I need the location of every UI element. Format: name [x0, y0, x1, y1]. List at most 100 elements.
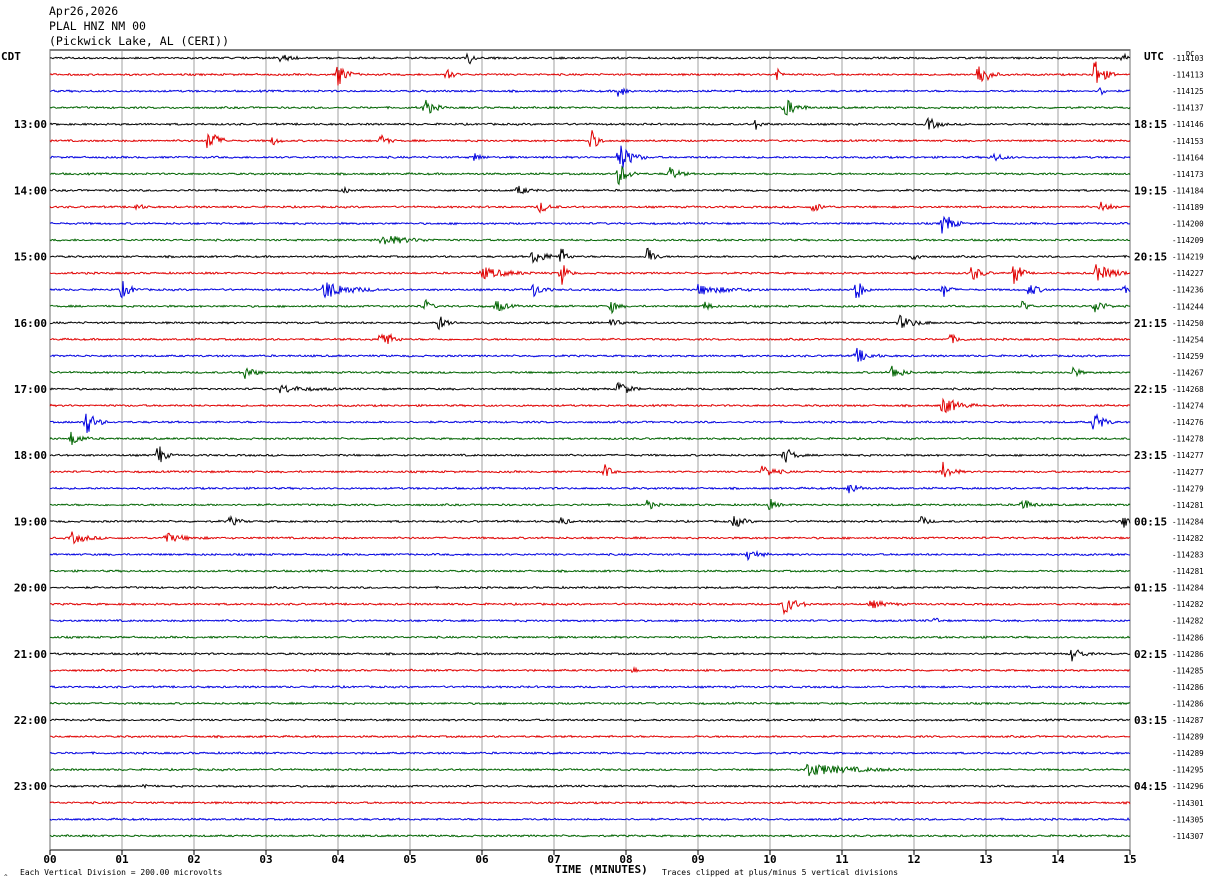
trace-group: [49, 52, 1131, 838]
seismic-trace: [49, 116, 1131, 130]
x-tick-label: 00: [43, 853, 56, 866]
dc-offset-label: -114279: [1172, 484, 1204, 493]
seismic-trace: [49, 515, 1131, 528]
dc-offset-label: -114173: [1172, 170, 1204, 179]
x-tick-label: 05: [403, 853, 416, 866]
left-time-label: 22:00: [14, 714, 47, 727]
dc-offset-label: -114286: [1172, 633, 1204, 642]
dc-offset-label: -114267: [1172, 368, 1204, 377]
right-time-label: 21:15: [1134, 317, 1167, 330]
x-tick-label: 15: [1123, 853, 1136, 866]
dc-label: DC: [1186, 50, 1194, 58]
seismic-trace: [49, 185, 1130, 195]
right-time-label: 18:15: [1134, 118, 1167, 131]
right-time-label: 22:15: [1134, 383, 1167, 396]
seismic-trace: [49, 61, 1131, 86]
seismic-trace: [49, 431, 1131, 446]
grid: [49, 49, 1131, 851]
left-time-label: 15:00: [14, 251, 47, 264]
x-tick-label: 08: [619, 853, 632, 866]
seismic-trace: [49, 498, 1131, 511]
seismic-trace: [49, 531, 1131, 545]
dc-offset-label: -114113: [1172, 71, 1204, 80]
seismic-trace: [49, 783, 1131, 789]
dc-offset-label: -114277: [1172, 468, 1204, 477]
seismic-trace: [49, 201, 1131, 214]
x-tick-label: 07: [547, 853, 560, 866]
dc-offset-label: -114274: [1172, 402, 1204, 411]
x-tick-label: 12: [907, 853, 920, 866]
right-timezone-label: UTC: [1144, 50, 1164, 63]
seismic-trace: [49, 314, 1131, 331]
dc-offset-label: -114189: [1172, 203, 1204, 212]
left-time-label: 14:00: [14, 184, 47, 197]
right-time-label: 19:15: [1134, 184, 1167, 197]
dc-offset-label: -114200: [1172, 220, 1204, 229]
dc-offset-label: -114146: [1172, 120, 1204, 129]
seismic-trace: [49, 332, 1131, 345]
dc-offset-label: -114301: [1172, 799, 1204, 808]
seismic-trace: [50, 718, 1131, 722]
seismic-trace: [49, 281, 1131, 299]
x-tick-label: 13: [979, 853, 992, 866]
left-time-label: 13:00: [14, 118, 47, 131]
dc-offset-label: -114153: [1172, 137, 1204, 146]
seismic-trace: [49, 800, 1131, 805]
dc-offset-label: -114286: [1172, 650, 1204, 659]
right-time-label: 04:15: [1134, 780, 1167, 793]
left-time-label: 23:00: [14, 780, 47, 793]
dc-offset-label: -114227: [1172, 269, 1204, 278]
left-time-label: 21:00: [14, 648, 47, 661]
dc-offset-label: -114164: [1172, 153, 1204, 162]
dc-offset-label: -114244: [1172, 302, 1204, 311]
right-time-label: 23:15: [1134, 449, 1167, 462]
seismic-trace: [49, 397, 1131, 414]
dc-offset-label: -114276: [1172, 418, 1204, 427]
scale-marker-icon: ^: [4, 874, 8, 881]
seismic-trace: [49, 701, 1131, 706]
dc-offset-label: -114283: [1172, 551, 1204, 560]
seismic-trace: [49, 87, 1131, 97]
x-tick-label: 06: [475, 853, 489, 866]
dc-offset-label: -114278: [1172, 435, 1204, 444]
left-time-label: 19:00: [14, 515, 47, 528]
seismic-trace: [49, 484, 1131, 494]
dc-offset-label: -114184: [1172, 186, 1204, 195]
dc-offset-label: -114137: [1172, 104, 1204, 113]
x-tick-label: 14: [1051, 853, 1065, 866]
seismic-trace: [49, 734, 1131, 739]
x-tick-label: 10: [763, 853, 776, 866]
left-time-label: 16:00: [14, 317, 47, 330]
seismic-trace: [49, 99, 1131, 116]
dc-offset-label: -114282: [1172, 534, 1204, 543]
seismic-trace: [49, 347, 1131, 362]
dc-offset-label: -114254: [1172, 335, 1204, 344]
x-tick-label: 02: [187, 853, 200, 866]
dc-offset-label: -114103: [1172, 54, 1204, 63]
seismic-trace: [49, 763, 1130, 777]
chart-date: Apr26,2026: [49, 4, 119, 18]
seismic-trace: [49, 666, 1131, 674]
station-location: (Pickwick Lake, AL (CERI)): [49, 34, 230, 48]
dc-offset-label: -114284: [1172, 517, 1204, 526]
dc-offset-label: -114281: [1172, 501, 1204, 510]
scale-note: Each Vertical Division = 200.00 microvol…: [20, 868, 222, 877]
dc-offset-label: -114305: [1172, 815, 1204, 824]
seismic-trace: [49, 817, 1130, 822]
dc-offset-label: -114236: [1172, 286, 1204, 295]
seismic-trace: [49, 649, 1131, 662]
seismic-trace: [49, 165, 1131, 186]
seismic-trace: [49, 264, 1131, 285]
dc-offset-label: -114286: [1172, 683, 1204, 692]
axis-labels: 00 01 02 03 04 05 06 07 08 09 10 11 12 13 14 15 13:00 14:…: [14, 54, 1204, 866]
right-time-label: 20:15: [1134, 251, 1167, 264]
seismic-trace: [49, 617, 1131, 623]
dc-offset-label: -114281: [1172, 567, 1204, 576]
dc-offset-label: -114282: [1172, 600, 1204, 609]
x-axis-title: TIME (MINUTES): [555, 863, 648, 876]
left-time-label: 17:00: [14, 383, 47, 396]
seismic-trace: [49, 461, 1131, 478]
dc-offset-label: -114277: [1172, 451, 1204, 460]
x-tick-label: 03: [259, 853, 272, 866]
